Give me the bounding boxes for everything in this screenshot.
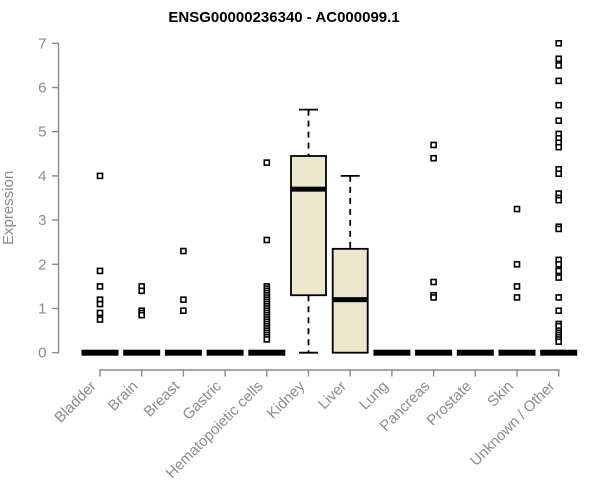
outlier-point <box>555 55 563 63</box>
zero-median-bar <box>415 349 453 356</box>
outlier-point <box>555 39 563 47</box>
y-tick-label: 1 <box>38 301 46 318</box>
outlier-point <box>96 267 104 275</box>
outlier-point <box>96 300 104 308</box>
zero-median-bar <box>456 349 494 356</box>
y-tick-label: 2 <box>38 256 46 273</box>
outlier-point <box>430 154 437 162</box>
outlier-point <box>180 307 187 315</box>
zero-median-bar <box>164 349 202 356</box>
y-tick-label: 7 <box>38 35 46 52</box>
outlier-point <box>555 101 563 109</box>
iqr-box <box>290 155 327 297</box>
outlier-point <box>513 294 521 301</box>
outlier-point <box>430 294 437 301</box>
outlier-point <box>138 287 145 295</box>
chart-title: ENSG00000236340 - AC000099.1 <box>168 9 400 26</box>
outlier-point <box>96 316 104 323</box>
outlier-point <box>555 143 563 151</box>
outlier-point <box>96 172 104 180</box>
outlier-point <box>555 225 563 233</box>
outlier-point <box>138 311 145 319</box>
x-category-label: Prostate <box>424 378 476 430</box>
y-tick-label: 4 <box>38 168 46 185</box>
y-tick-label: 3 <box>38 212 46 229</box>
median-line <box>332 297 368 303</box>
outlier-point <box>513 205 521 213</box>
outlier-point <box>263 336 271 343</box>
outlier-point <box>555 170 563 177</box>
x-category-label: Liver <box>315 378 350 413</box>
outlier-point <box>263 236 271 244</box>
outlier-point <box>555 196 563 204</box>
y-tick-label: 6 <box>38 80 46 97</box>
outlier-point <box>513 283 521 290</box>
y-tick-label: 0 <box>38 345 46 362</box>
x-category-label: Bladder <box>51 378 100 427</box>
outlier-point <box>180 247 187 255</box>
outlier-point <box>555 117 563 124</box>
outlier-point <box>430 278 437 286</box>
outlier-point <box>555 260 563 268</box>
y-tick-label: 5 <box>38 124 46 141</box>
outlier-point <box>555 267 563 275</box>
x-category-label: Breast <box>141 377 184 420</box>
outlier-point <box>555 77 563 85</box>
outlier-point <box>430 141 437 149</box>
zero-median-bar <box>81 349 119 356</box>
outlier-point <box>555 338 563 345</box>
outlier-point <box>263 159 271 166</box>
zero-median-bar <box>373 349 411 356</box>
zero-median-bar <box>123 349 161 356</box>
outlier-point <box>555 274 563 281</box>
median-line <box>291 186 326 192</box>
outlier-point <box>96 309 104 317</box>
zero-median-bar <box>540 349 578 356</box>
x-category-label: Kidney <box>264 377 309 422</box>
x-category-label: Lung <box>356 378 392 414</box>
zero-median-bar <box>498 349 536 356</box>
x-category-label: Brain <box>105 378 142 415</box>
outlier-point <box>555 294 563 301</box>
zero-median-bar <box>206 349 244 356</box>
outlier-point <box>555 62 563 69</box>
outlier-point <box>96 283 104 290</box>
zero-median-bar <box>248 349 286 356</box>
outlier-point <box>555 307 563 315</box>
outlier-point <box>513 260 521 268</box>
outlier-point <box>180 296 187 303</box>
x-category-label: Skin <box>484 378 517 411</box>
